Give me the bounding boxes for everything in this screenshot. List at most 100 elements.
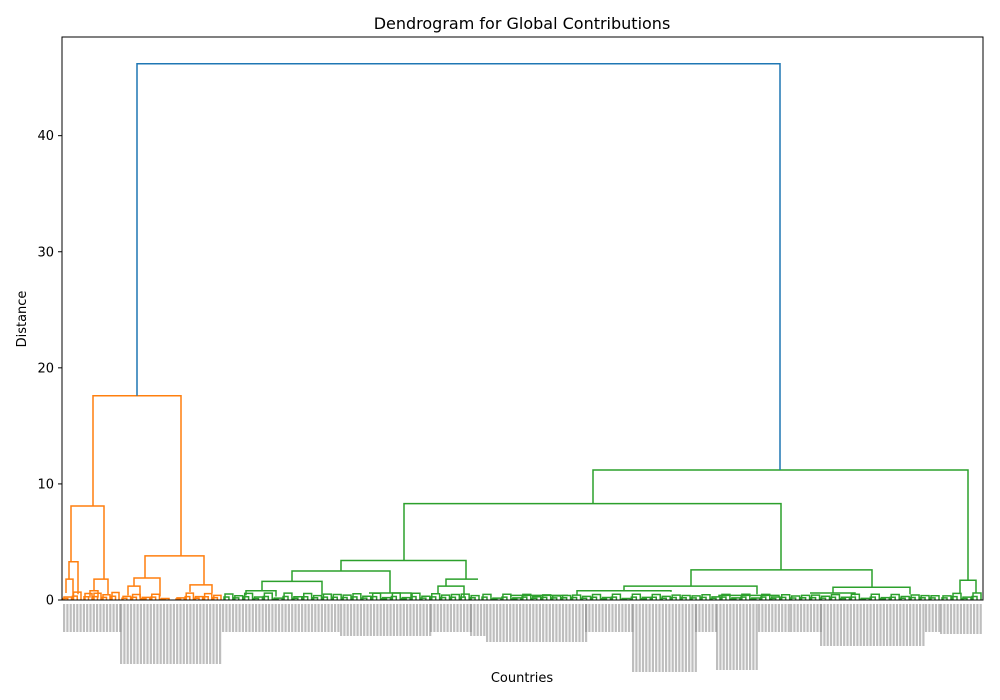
leaf-label (373, 604, 376, 636)
leaf-label (790, 604, 793, 632)
leaf-label (281, 604, 284, 632)
leaf-label (82, 604, 85, 632)
leaf-label (886, 604, 889, 646)
leaf-label (774, 604, 777, 632)
leaf-label (430, 604, 433, 632)
leaf-label (571, 604, 574, 642)
leaf-label (396, 604, 399, 636)
leaf-label (72, 604, 76, 632)
leaf-label (665, 604, 668, 672)
leaf-label (787, 604, 790, 632)
leaf-label (231, 604, 235, 632)
leaf-label (330, 604, 333, 632)
leaf-label (425, 604, 428, 636)
leaf-label (843, 604, 846, 646)
leaf-label (334, 604, 337, 632)
leaf-label (594, 604, 598, 632)
leaf-label (379, 604, 382, 636)
leaf-label (963, 604, 966, 634)
leaf-label (389, 604, 392, 636)
leaf-label (591, 604, 594, 632)
leaf-link (252, 597, 260, 600)
leaf-label (905, 604, 908, 646)
leaf-link (369, 592, 412, 597)
leaf-label (473, 604, 476, 636)
leaf-link (62, 597, 69, 600)
leaf-link (430, 596, 437, 600)
leaf-label (979, 604, 982, 634)
leaf-link (262, 595, 270, 600)
leaf-label (777, 604, 780, 632)
dendrogram-links (62, 62, 982, 601)
leaf-link (660, 597, 667, 600)
leaf-link (951, 595, 958, 600)
leaf-link (341, 596, 348, 600)
leaf-link (941, 597, 948, 600)
leaf-label (655, 604, 658, 672)
leaf-label (349, 604, 353, 636)
leaf-label (934, 604, 938, 632)
leaf-label (156, 604, 159, 664)
leaf-link (640, 597, 648, 600)
leaf-label (324, 604, 327, 632)
leaf-label (470, 604, 473, 636)
leaf-label (274, 604, 277, 632)
leaf-label (486, 604, 489, 642)
leaf-label (542, 604, 545, 642)
leaf-label (611, 604, 614, 632)
leaf-link (680, 596, 687, 600)
leaf-label (105, 604, 109, 632)
leaf-label (317, 604, 320, 632)
dendrogram-link (592, 469, 969, 581)
leaf-label (739, 604, 742, 670)
leaf-link (331, 596, 338, 600)
leaf-label (931, 604, 934, 632)
leaf-label (849, 604, 852, 646)
leaf-label (621, 604, 624, 632)
leaf-label (581, 604, 584, 642)
leaf-label (528, 604, 532, 642)
leaf-label (671, 604, 674, 672)
leaf-label (793, 604, 796, 632)
leaf-label (476, 604, 479, 636)
leaf-label (146, 604, 149, 664)
leaf-label (716, 604, 719, 670)
leaf-label (202, 604, 205, 664)
dendrogram-link (340, 559, 467, 580)
leaf-label (162, 604, 166, 664)
leaf-link (789, 597, 797, 600)
leaf-label (578, 604, 581, 642)
leaf-label (228, 604, 231, 632)
leaf-label (674, 604, 678, 672)
leaf-link (690, 597, 697, 600)
root-link (136, 62, 781, 470)
leaf-link (839, 597, 847, 600)
leaf-label (466, 604, 469, 632)
leaf-label (969, 604, 972, 634)
leaf-label (192, 604, 195, 664)
leaf-label (307, 604, 310, 632)
leaf-label (892, 604, 895, 646)
leaf-label (535, 604, 538, 642)
leaf-label (92, 604, 95, 632)
leaf-label (735, 604, 738, 670)
leaf-label (648, 604, 651, 672)
leaf-label (399, 604, 402, 636)
leaf-label (959, 604, 962, 634)
leaf-label (601, 604, 604, 632)
leaf-label (714, 604, 717, 632)
leaf-label (369, 604, 372, 636)
leaf-link (223, 596, 230, 600)
leaf-label (552, 604, 555, 642)
leaf-label (568, 604, 571, 642)
leaf-link (193, 597, 200, 600)
y-axis: 0 10 20 30 40 (37, 129, 62, 609)
leaf-link (184, 595, 191, 600)
leaf-label (219, 604, 222, 664)
leaf-label (771, 604, 774, 632)
leaf-link (321, 596, 329, 600)
leaf-label (645, 604, 648, 672)
leaf-label (899, 604, 902, 646)
leaf-label (694, 604, 697, 672)
dendrogram-link (690, 569, 873, 588)
